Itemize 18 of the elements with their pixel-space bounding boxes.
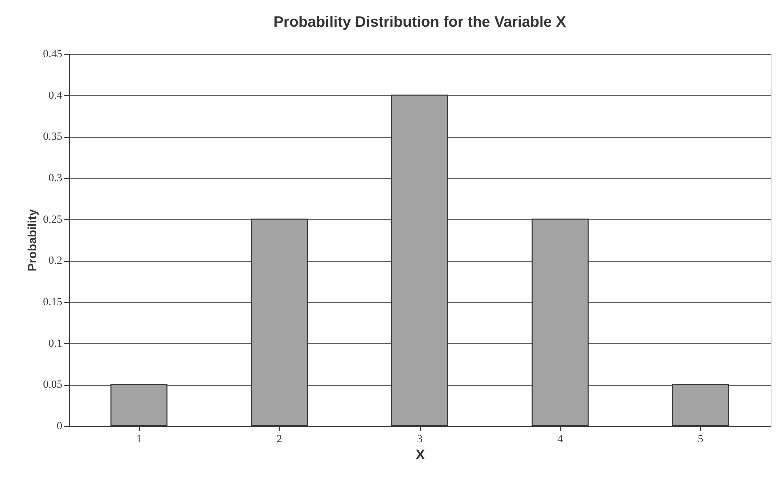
x-axis-title: X [416, 446, 426, 462]
y-tick-label: 0.35 [43, 131, 63, 144]
x-tick-label: 4 [558, 434, 564, 446]
x-tick-label: 1 [136, 434, 142, 446]
y-tick-label: 0.45 [43, 48, 63, 60]
y-tick-label: 0.3 [48, 172, 63, 184]
y-tick-label: 0.2 [48, 255, 62, 268]
y-tick-label: 0 [57, 420, 63, 432]
y-tick-label: 0.15 [43, 296, 63, 308]
y-tick-label: 0.05 [43, 379, 63, 392]
y-tick-label: 0.25 [43, 214, 63, 226]
x-tick-label: 3 [417, 434, 424, 446]
x-tick-label: 2 [276, 434, 282, 446]
y-axis-title: Probability [25, 209, 40, 272]
y-tick-label: 0.1 [48, 338, 62, 350]
x-tick-label: 5 [698, 434, 704, 446]
y-tick-label: 0.4 [48, 90, 63, 102]
chart-title: Probability Distribution for the Variable X [274, 14, 566, 31]
